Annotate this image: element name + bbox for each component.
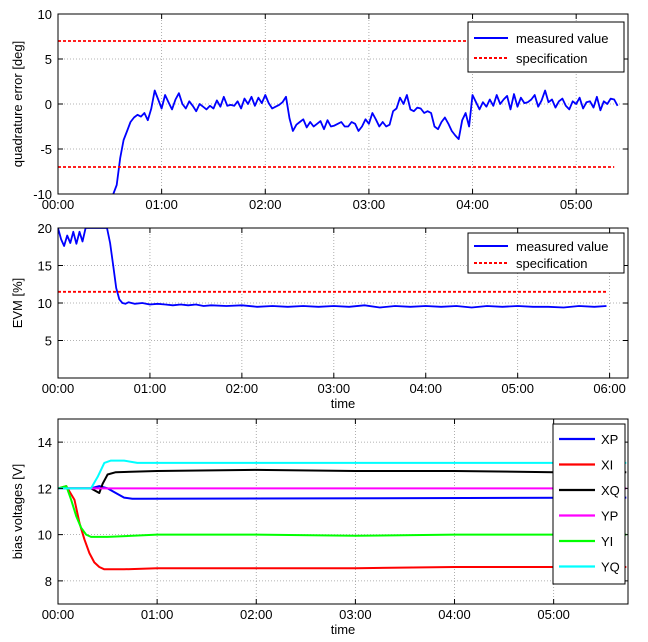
series-line-yq — [58, 459, 627, 490]
y-tick-label: 10 — [38, 296, 52, 311]
series-line-yi — [58, 485, 627, 538]
y-tick-label: 10 — [38, 528, 52, 543]
legend-box — [552, 423, 626, 585]
x-tick-label: 00:00 — [42, 607, 75, 622]
legend: measured value specification — [467, 21, 625, 73]
x-tick-label: 01:00 — [145, 197, 178, 212]
series-line-xq — [58, 468, 627, 494]
x-tick-label: 01:00 — [134, 381, 167, 396]
x-tick-label: 06:00 — [593, 381, 626, 396]
y-tick-label: 15 — [38, 259, 52, 274]
series-line-measured-value — [112, 89, 619, 194]
legend-box — [467, 21, 625, 73]
x-tick-label: 03:00 — [353, 197, 386, 212]
x-tick-label: 05:00 — [560, 197, 593, 212]
legend-label: XQ — [601, 483, 620, 498]
legend-box — [467, 232, 625, 274]
y-tick-label: 0 — [45, 97, 52, 112]
x-tick-label: 04:00 — [456, 197, 489, 212]
y-axis-label: EVM [%] — [10, 278, 25, 329]
series-group — [58, 40, 619, 194]
x-tick-label: 04:00 — [438, 607, 471, 622]
series-group — [58, 459, 627, 571]
x-tick-label: 05:00 — [501, 381, 534, 396]
legend-label: measured value — [516, 31, 609, 46]
x-tick-label: 05:00 — [537, 607, 570, 622]
x-axis-label: time — [331, 622, 356, 637]
x-axis-label: time — [331, 396, 356, 411]
x-tick-label: 00:00 — [42, 197, 75, 212]
y-axis-label: bias voltages [V] — [10, 464, 25, 559]
legend-label: YQ — [601, 560, 620, 575]
series-line-xi — [58, 485, 627, 571]
legend-label: YI — [601, 534, 613, 549]
x-tick-label: 02:00 — [240, 607, 273, 622]
legend-label: specification — [516, 256, 588, 271]
chart-2: 00:00 01:00 02:00 03:00 04:00 05:00 06:00 5 10 15… — [10, 221, 629, 411]
legend-label: YP — [601, 509, 618, 524]
series-group — [58, 228, 607, 309]
legend: measured value specification — [467, 232, 625, 274]
x-tick-label: 03:00 — [318, 381, 351, 396]
x-tick-label: 02:00 — [226, 381, 259, 396]
legend-label: specification — [516, 51, 588, 66]
y-tick-label: 8 — [45, 574, 52, 589]
legend: XP XI XQ YP YI YQ — [552, 423, 626, 585]
plot-area — [58, 419, 628, 604]
y-axis-label: quadrature error [deg] — [10, 41, 25, 167]
legend-label: XI — [601, 458, 613, 473]
x-tick-label: 02:00 — [249, 197, 282, 212]
legend-label: measured value — [516, 239, 609, 254]
y-tick-label: 10 — [38, 7, 52, 22]
y-tick-label: 12 — [38, 481, 52, 496]
x-tick-label: 04:00 — [409, 381, 442, 396]
x-tick-label: 03:00 — [339, 607, 372, 622]
legend-label: XP — [601, 432, 618, 447]
y-tick-label: 20 — [38, 221, 52, 236]
series-line-measured-value — [58, 228, 607, 309]
x-tick-label: 01:00 — [141, 607, 174, 622]
plot-frame — [57, 418, 629, 605]
y-tick-label: -5 — [40, 142, 52, 157]
chart-1: 00:00 01:00 02:00 03:00 04:00 05:00 -10 -5 0 5 10 q… — [10, 7, 629, 212]
y-tick-label: 5 — [45, 334, 52, 349]
chart-3: 00:00 01:00 02:00 03:00 04:00 05:00 8 10 12 14 bia… — [10, 418, 629, 637]
x-tick-label: 00:00 — [42, 381, 75, 396]
y-tick-label: 5 — [45, 52, 52, 67]
y-tick-label: -10 — [33, 187, 52, 202]
y-tick-label: 14 — [38, 435, 52, 450]
